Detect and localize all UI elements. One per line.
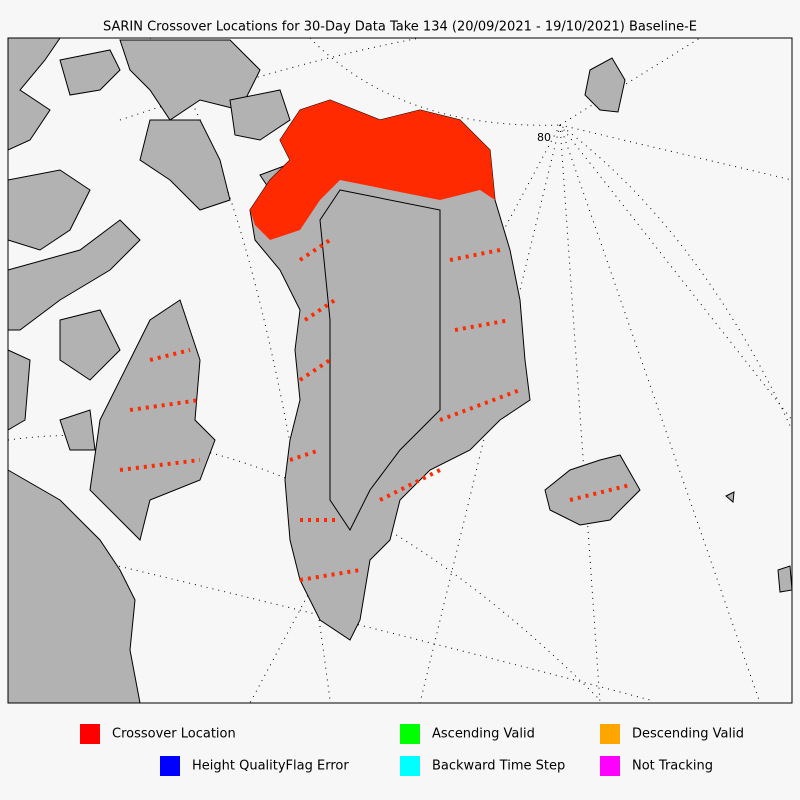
legend-swatch (160, 756, 180, 776)
legend-label: Ascending Valid (432, 727, 535, 742)
legend-label: Descending Valid (632, 727, 744, 742)
tracked-land (89, 99, 641, 641)
land (7, 37, 793, 704)
legend-swatch (400, 724, 420, 744)
map: 80 (7, 37, 793, 704)
legend-swatch (600, 756, 620, 776)
legend-swatch (80, 724, 100, 744)
legend-label: Not Tracking (632, 759, 713, 774)
map-title: SARIN Crossover Locations for 30-Day Dat… (103, 20, 697, 35)
legend-swatch (600, 724, 620, 744)
legend: Crossover Location Ascending Valid Descend… (80, 724, 744, 776)
graticule-label: 80 (537, 131, 551, 144)
legend-swatch (400, 756, 420, 776)
legend-label: Crossover Location (112, 727, 236, 742)
legend-label: Height QualityFlag Error (192, 759, 349, 774)
legend-label: Backward Time Step (432, 759, 565, 774)
